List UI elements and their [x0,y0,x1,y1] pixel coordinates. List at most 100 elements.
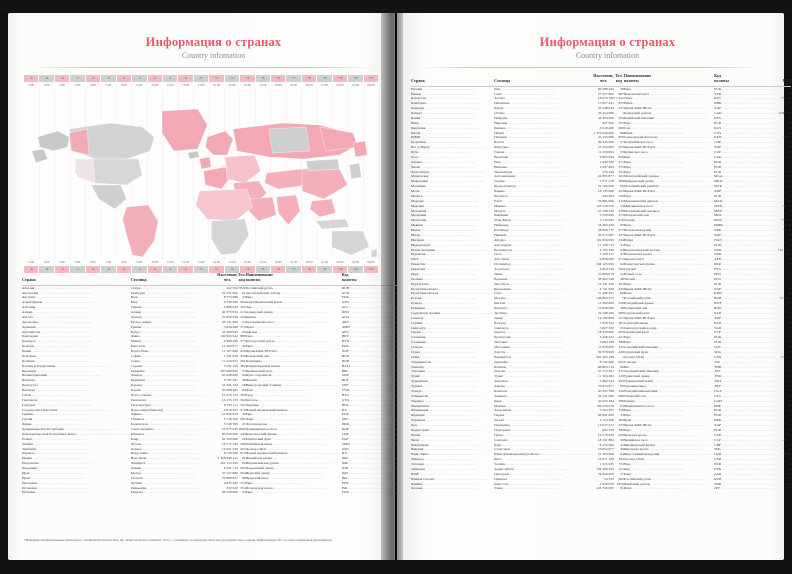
leader-dots: ........................................… [510,408,565,413]
cell-population: 622 359 [602,427,614,432]
leader-dots: ........................................… [146,456,201,461]
cell-currency-code: MDL ....................................… [714,213,776,218]
leader-dots: ........................................… [37,397,92,402]
leader-dots: ........................................… [143,417,198,422]
table-row: Нидерланды .............................… [411,243,791,248]
table-row: Словения ...............................… [411,340,791,345]
cell-country: Швейцария ..............................… [411,442,483,447]
cell-phone-code: 242 [618,286,624,291]
cell-currency-name: Злотый .................................… [623,276,689,281]
leader-dots: ........................................… [271,373,326,378]
cell-currency-name: Франк КФА BCEAO ........................… [623,315,709,320]
tz-bot-offsets-cell: -1 [162,266,179,273]
table-row: Великобритания .........................… [22,373,416,378]
leader-dots: ........................................… [420,164,475,169]
cell-phone-code: 1 [622,354,624,359]
cell-phone-code: 84 [242,388,246,393]
cell-currency-name: Иракский динар .........................… [245,470,325,475]
table-row: Израиль ................................… [22,451,416,456]
tz-bot-times-cell: 2:00 [24,259,40,266]
leader-dots: ........................................… [722,198,777,203]
leader-dots: ........................................… [348,436,403,441]
cell-phone-code: 382 [618,427,624,432]
cell-utc: 0 [789,145,792,150]
cell-utc: +3 [787,174,792,179]
leader-dots: ........................................… [348,397,404,402]
leader-dots: ........................................… [257,397,312,402]
cell-capital: Дамаск .................................… [494,330,560,335]
table-row: Шри-Ланка ..............................… [411,452,791,457]
leader-dots: ........................................… [651,228,706,233]
leader-dots: ........................................… [721,237,776,242]
cell-phone-code: 244 [240,314,246,319]
cell-country: Польша .................................… [411,276,478,281]
cell-capital: Хельсинки ..............................… [494,408,565,413]
leader-dots: ........................................… [505,369,560,374]
leader-dots: ........................................… [720,330,775,335]
leader-dots: ........................................… [421,296,476,301]
tz-top-offsets-cell: -4 [85,75,102,82]
cell-population: 10 578 820 [597,432,614,437]
cell-phone-code: 976 [618,218,624,223]
leader-dots: ........................................… [271,456,327,461]
cell-population: 10 376 155 [221,392,238,397]
cell-country: Сенегал ................................… [411,315,478,320]
leader-dots: ........................................… [505,237,560,242]
cell-population: 37 547 686 [221,470,238,475]
cell-country: Индонезия ..............................… [22,461,93,466]
tz-bot-times-cell: 19:00 [286,259,302,266]
cell-currency-code: BAM ....................................… [341,363,404,368]
cell-phone-code: 31 [620,242,624,247]
tz-top-times-cell: 19:00 [286,82,302,89]
cell-currency-code: EUR ....................................… [714,335,776,340]
cell-utc: –5 [787,150,792,155]
cell-country: Республика Конго .......................… [411,286,493,291]
cell-country: Мексика ................................… [411,203,479,208]
leader-dots: ........................................… [138,436,193,441]
leader-dots: ........................................… [145,461,200,466]
cell-currency-code: EUR ....................................… [714,340,776,345]
leader-dots: ........................................… [141,305,196,310]
table-row: Индия ..................................… [22,456,416,461]
cell-country: Мальта .................................… [411,193,477,198]
leader-dots: ........................................… [145,378,200,383]
cell-capital: Берн ...................................… [494,442,556,447]
table-row: Япония .................................… [411,486,791,491]
cell-currency-name: Филиппинское песо ......................… [623,403,709,408]
leader-dots: ........................................… [281,383,336,388]
leader-dots: ........................................… [142,383,197,388]
leader-dots: ........................................… [632,101,687,106]
cell-currency-code: DOP ....................................… [341,427,403,432]
leader-dots: ........................................… [348,300,404,305]
leader-dots: ........................................… [501,252,556,257]
leader-dots: ........................................… [654,189,709,194]
leader-dots: ........................................… [34,285,89,290]
cell-country: Беларусь ...............................… [22,339,90,344]
table-row: Грузия .................................… [22,417,416,422]
table-row: Замбия .................................… [22,442,416,447]
cell-phone-code: 963 [618,330,624,335]
leader-dots: ........................................… [503,315,558,320]
cell-country: Бельгия ................................… [22,344,89,349]
table-row: Мадагаскар .............................… [411,174,791,179]
leader-dots: ........................................… [347,485,402,490]
world-map-svg [24,89,379,259]
cell-phone-code: 256 [618,388,624,393]
leader-dots: ........................................… [148,349,204,354]
cell-country: ЮАР ....................................… [411,471,474,476]
cell-population: 6 019 480 [599,125,614,130]
cell-population: 2 930 050 [599,481,614,486]
cell-phone-code: 44 [242,373,246,378]
cell-population: 11 304 482 [598,374,614,379]
cell-utc: +2 [787,208,792,213]
cell-capital: Кито ...................................… [494,457,556,462]
cell-currency-name: Евро ...................................… [623,408,686,413]
cell-currency-name: Замбийская квача .......................… [245,441,327,446]
leader-dots: ........................................… [630,466,685,471]
cell-currency-code: EUR ....................................… [341,490,403,495]
cell-phone-code: 41 [620,442,624,447]
cell-capital: Порто-Ново .............................… [130,349,204,354]
cell-currency-code: DKK ....................................… [341,422,404,427]
leader-dots: ........................................… [426,96,481,101]
cell-country: Франция ................................… [411,413,479,418]
